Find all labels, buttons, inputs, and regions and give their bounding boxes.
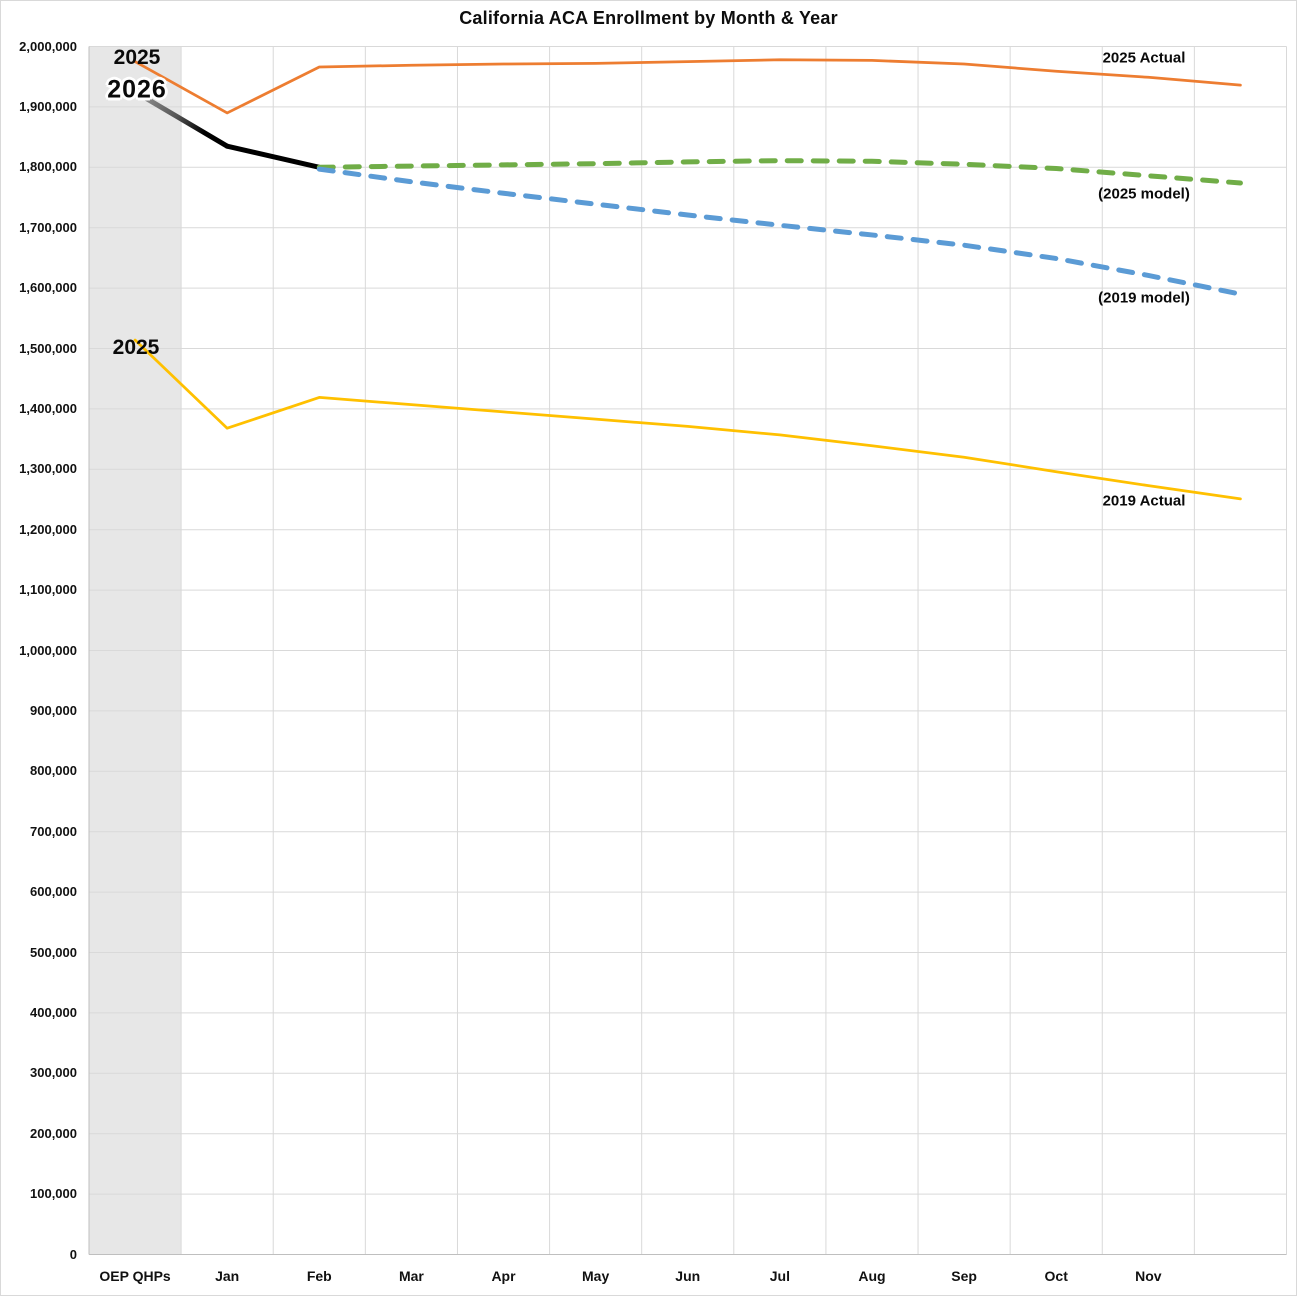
label-2025-actual: 2025 Actual: [1102, 49, 1186, 67]
label-2025-model: (2025 model): [1098, 185, 1190, 203]
y-axis-tick-label: 1,600,000: [19, 280, 77, 296]
x-axis-tick-label: Mar: [398, 1268, 424, 1284]
x-axis-tick-label: Oct: [1044, 1268, 1068, 1284]
x-axis-tick-label: Sep: [951, 1268, 977, 1284]
y-axis-tick-label: 300,000: [30, 1065, 77, 1081]
x-axis-tick-label: Feb: [306, 1268, 332, 1284]
y-axis-tick-label: 1,400,000: [19, 400, 77, 416]
x-axis-tick-label: Aug: [858, 1268, 886, 1284]
series-line: [133, 58, 1242, 115]
y-axis-tick-label: 400,000: [30, 1004, 77, 1020]
label-2026: 2026: [107, 75, 167, 104]
y-axis-tick-label: 700,000: [30, 823, 77, 839]
y-axis-tick-label: 500,000: [30, 944, 77, 960]
x-axis-tick-label: Jun: [675, 1268, 701, 1284]
x-axis-tick-label: Nov: [1135, 1268, 1162, 1284]
y-axis-tick-label: 1,000,000: [19, 642, 77, 658]
y-axis-tick-label: 1,200,000: [19, 521, 77, 537]
y-axis-tick-label: 1,700,000: [19, 219, 77, 235]
x-axis-tick-label: Jul: [769, 1268, 790, 1284]
y-axis-tick-label: 1,800,000: [19, 159, 77, 175]
label-2025-top: 2025: [113, 46, 161, 69]
y-axis-tick-label: 2,000,000: [19, 38, 77, 54]
x-axis-tick-label: Apr: [491, 1268, 516, 1284]
y-axis-tick-label: 100,000: [30, 1186, 77, 1202]
y-axis-tick-label: 200,000: [30, 1125, 77, 1141]
y-axis-tick-label: 1,900,000: [19, 98, 77, 114]
chart-title: California ACA Enrollment by Month & Yea…: [459, 8, 838, 28]
series-line-start: [132, 89, 230, 149]
y-axis-tick-label: 0: [69, 1246, 77, 1262]
label-2025-lower: 2025: [112, 336, 160, 359]
label-2019-actual: 2019 Actual: [1102, 492, 1186, 510]
y-axis-tick-label: 1,500,000: [19, 340, 77, 356]
y-axis-tick-label: 1,300,000: [19, 461, 77, 477]
label-2019-model: (2019 model): [1098, 289, 1190, 307]
series-line: [133, 338, 1242, 501]
x-axis-tick-label: OEP QHPs: [99, 1268, 171, 1284]
y-axis-tick-label: 900,000: [30, 702, 77, 718]
y-axis-tick-label: 1,100,000: [19, 582, 77, 598]
series-line: [316, 166, 1243, 297]
series-line: [316, 158, 1243, 186]
x-axis-tick-label: May: [582, 1268, 610, 1284]
x-axis-tick-label: Jan: [215, 1268, 240, 1284]
y-axis-tick-label: 800,000: [30, 763, 77, 779]
series-line: [224, 143, 322, 170]
y-axis-tick-label: 600,000: [30, 884, 77, 900]
